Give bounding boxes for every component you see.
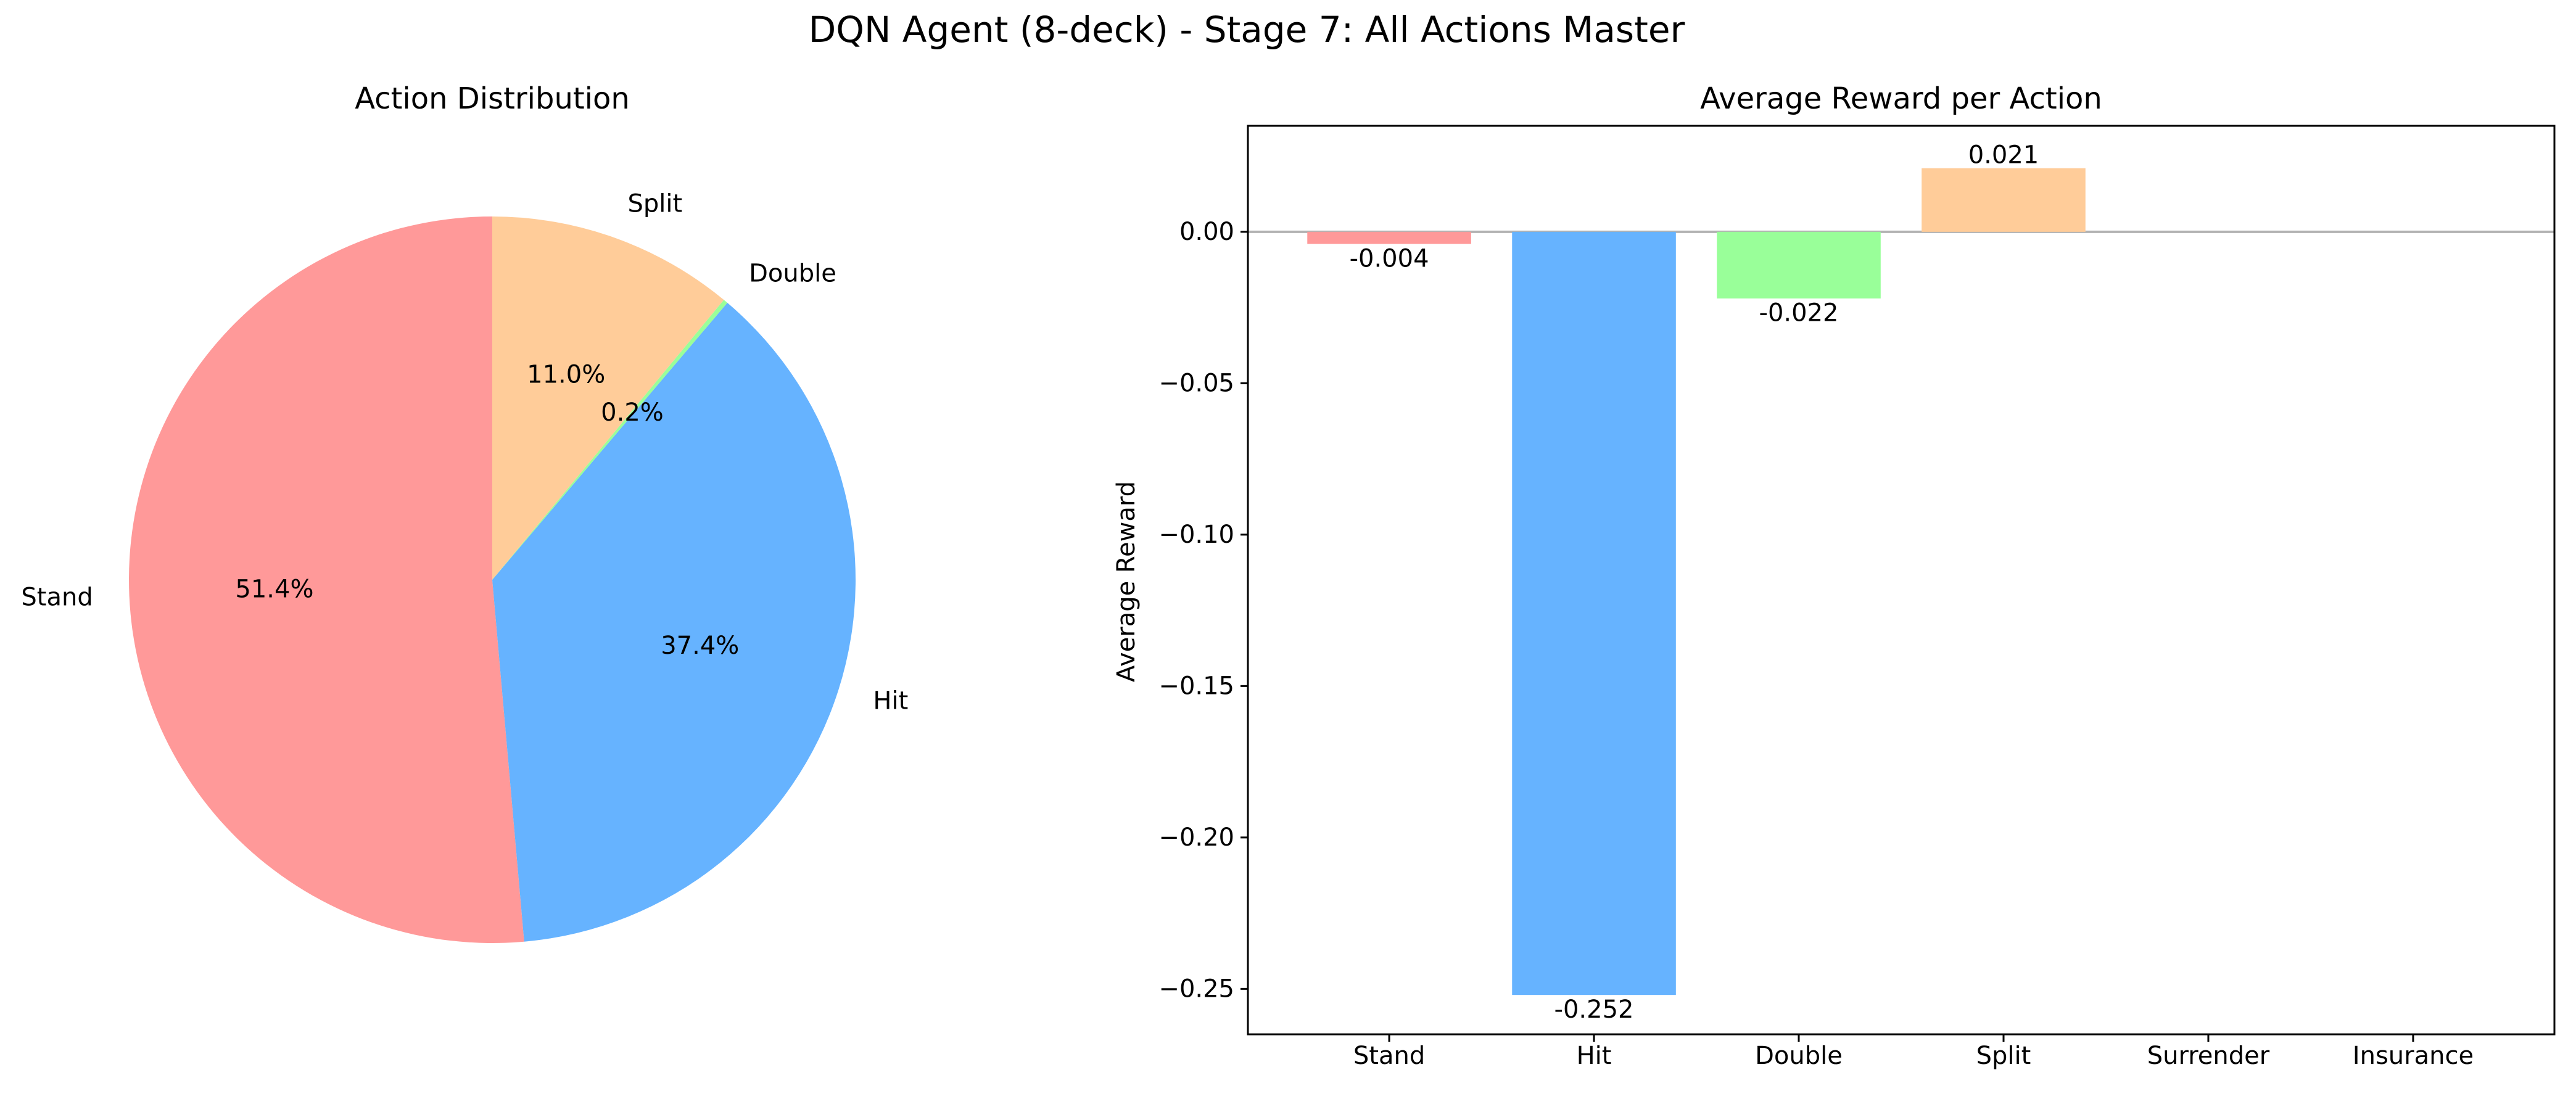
bars xyxy=(1307,168,2086,995)
bar-value-label-stand: -0.004 xyxy=(1350,244,1429,273)
plot-frame xyxy=(1247,125,2556,1036)
pie-label-double: Double xyxy=(749,259,836,287)
bar-ylabel: Average Reward xyxy=(1112,481,1141,682)
bar-value-labels: -0.004 -0.252 -0.022 0.021 xyxy=(1350,141,2039,1024)
pie-labels: Stand 51.4% Hit 37.4% Double 0.2% Split 11.0% xyxy=(21,189,908,715)
y-tick-label: 0.00 xyxy=(1179,218,1234,246)
x-axis: Stand Hit Double Split Surrender Insurance xyxy=(1353,1034,2474,1070)
x-tick-label-insurance: Insurance xyxy=(2353,1042,2474,1070)
y-tick-label: −0.25 xyxy=(1158,974,1234,1003)
pie-label-split: Split xyxy=(627,189,682,218)
pie-pct-hit: 37.4% xyxy=(661,632,739,660)
bar-stand xyxy=(1307,231,1471,244)
bar-split xyxy=(1922,168,2086,232)
bar-value-label-double: -0.022 xyxy=(1759,299,1839,328)
y-tick-label: −0.15 xyxy=(1158,672,1234,700)
pie-pct-stand: 51.4% xyxy=(235,575,313,604)
x-tick-label-double: Double xyxy=(1755,1042,1843,1070)
pie-slice-hit xyxy=(492,302,856,942)
figure-suptitle: DQN Agent (8-deck) - Stage 7: All Action… xyxy=(809,9,1685,51)
pie-pct-split: 11.0% xyxy=(527,360,605,389)
y-tick-label: −0.10 xyxy=(1158,521,1234,549)
pie-slice-stand xyxy=(129,216,524,943)
x-tick-label-split: Split xyxy=(1976,1042,2031,1070)
pie-slices xyxy=(129,216,856,943)
x-tick-label-surrender: Surrender xyxy=(2147,1042,2270,1070)
y-tick-label: −0.05 xyxy=(1158,369,1234,397)
pie-slice-double xyxy=(492,300,728,580)
x-tick-label-hit: Hit xyxy=(1577,1042,1612,1070)
pie-pct-double: 0.2% xyxy=(601,398,664,427)
pie-label-hit: Hit xyxy=(873,686,908,715)
pie-title: Action Distribution xyxy=(355,81,630,116)
bar-chart: Average Reward per Action Average Reward… xyxy=(1112,81,2556,1070)
bar-hit xyxy=(1512,231,1676,995)
pie-chart: Action Distribution Stand 51.4% Hit 37.4% Do… xyxy=(21,81,908,943)
pie-slice-split xyxy=(492,216,724,580)
bar-value-label-split: 0.021 xyxy=(1968,141,2039,170)
pie-label-stand: Stand xyxy=(21,583,93,611)
bar-double xyxy=(1717,231,1881,299)
y-tick-label: −0.20 xyxy=(1158,823,1234,852)
bar-value-label-hit: -0.252 xyxy=(1554,995,1634,1024)
x-tick-label-stand: Stand xyxy=(1353,1042,1425,1070)
bar-title: Average Reward per Action xyxy=(1700,81,2102,116)
y-axis: 0.00 −0.05 −0.10 −0.15 −0.20 −0.25 xyxy=(1158,218,1248,1003)
